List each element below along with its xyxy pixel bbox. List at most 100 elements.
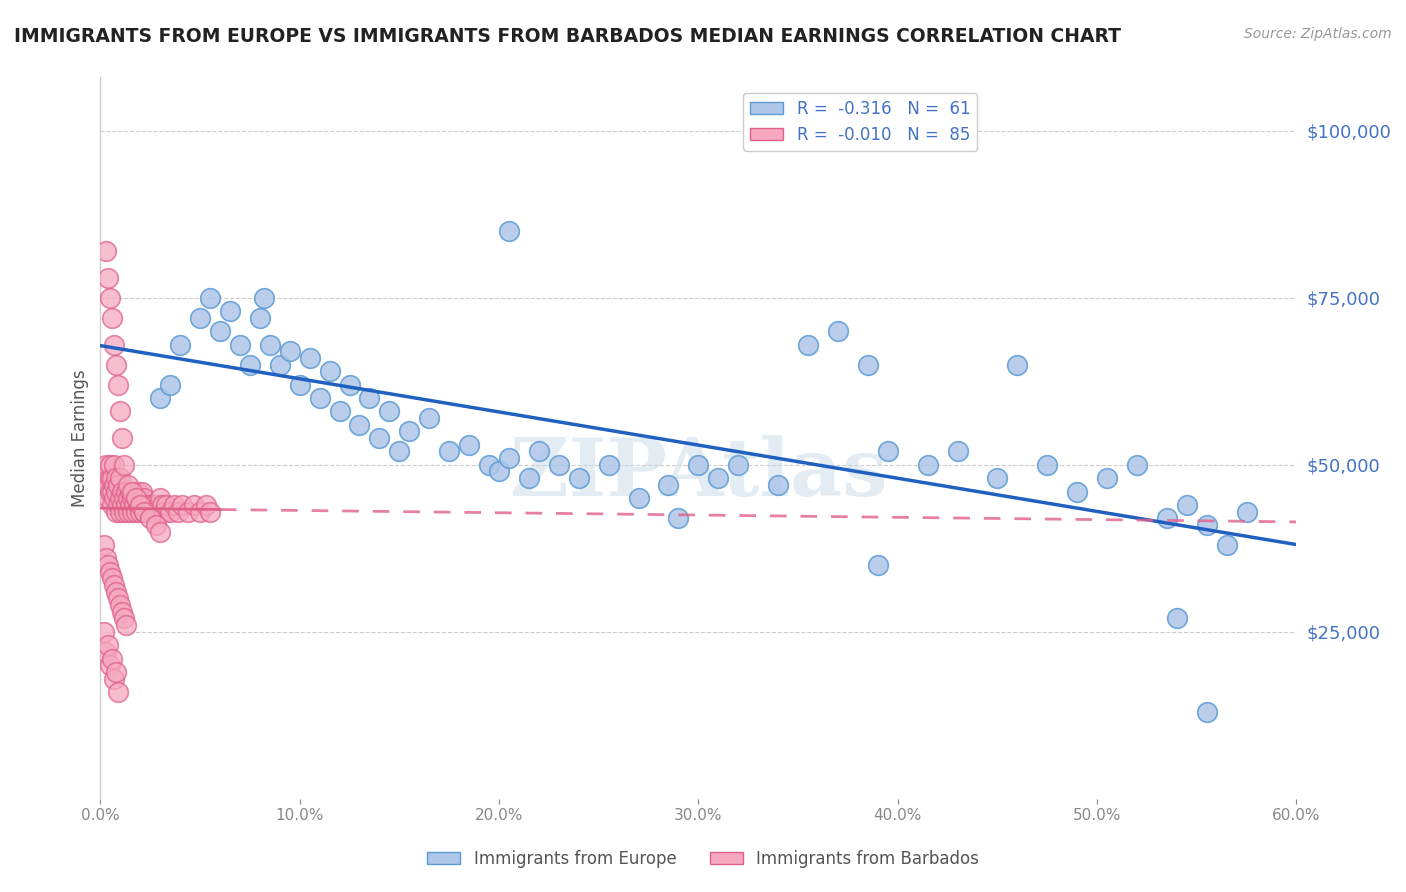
Point [208, 324, 231, 338]
Point [111, 431, 134, 445]
Legend: R =  -0.316   N =  61, R =  -0.010   N =  85: R = -0.316 N = 61, R = -0.010 N = 85 [744, 93, 977, 151]
Point [668, 511, 690, 525]
Point [103, 458, 125, 472]
Point [1175, 498, 1198, 512]
Point [198, 291, 221, 305]
Point [117, 491, 139, 506]
Point [105, 358, 128, 372]
Point [517, 471, 540, 485]
Point [107, 591, 129, 606]
Point [112, 458, 135, 472]
Point [96, 458, 118, 472]
Y-axis label: Median Earnings: Median Earnings [72, 369, 89, 507]
Point [97, 558, 120, 572]
Point [198, 505, 221, 519]
Point [1126, 458, 1149, 472]
Point [437, 444, 460, 458]
Point [93, 478, 115, 492]
Point [195, 498, 218, 512]
Point [117, 505, 139, 519]
Point [134, 505, 156, 519]
Point [149, 391, 172, 405]
Point [917, 458, 939, 472]
Point [121, 491, 143, 506]
Point [103, 337, 125, 351]
Point [98, 291, 121, 305]
Point [101, 484, 124, 499]
Point [143, 498, 166, 512]
Point [766, 478, 789, 492]
Point [253, 291, 276, 305]
Point [866, 558, 889, 572]
Point [458, 438, 481, 452]
Point [172, 498, 194, 512]
Point [177, 505, 200, 519]
Point [159, 505, 181, 519]
Point [155, 498, 177, 512]
Point [568, 471, 591, 485]
Point [103, 672, 125, 686]
Point [527, 444, 550, 458]
Point [98, 458, 121, 472]
Text: IMMIGRANTS FROM EUROPE VS IMMIGRANTS FROM BARBADOS MEDIAN EARNINGS CORRELATION C: IMMIGRANTS FROM EUROPE VS IMMIGRANTS FRO… [14, 27, 1121, 45]
Point [117, 478, 139, 492]
Point [115, 498, 138, 512]
Point [121, 484, 143, 499]
Point [107, 685, 129, 699]
Point [131, 484, 153, 499]
Point [368, 431, 391, 445]
Point [1195, 517, 1218, 532]
Point [101, 571, 124, 585]
Point [103, 578, 125, 592]
Point [120, 498, 142, 512]
Point [308, 391, 330, 405]
Point [97, 270, 120, 285]
Point [134, 491, 156, 506]
Point [101, 310, 124, 325]
Point [153, 505, 176, 519]
Text: Source: ZipAtlas.com: Source: ZipAtlas.com [1244, 27, 1392, 41]
Point [339, 377, 361, 392]
Point [183, 498, 205, 512]
Point [105, 484, 128, 499]
Point [115, 618, 138, 632]
Point [129, 498, 152, 512]
Point [288, 377, 311, 392]
Point [876, 444, 898, 458]
Point [149, 491, 172, 506]
Point [149, 524, 172, 539]
Point [131, 498, 153, 512]
Point [93, 624, 115, 639]
Point [1066, 484, 1088, 499]
Point [96, 471, 118, 485]
Point [219, 304, 242, 318]
Point [149, 505, 172, 519]
Point [103, 478, 125, 492]
Point [97, 491, 120, 506]
Point [112, 505, 135, 519]
Point [1036, 458, 1059, 472]
Point [146, 498, 169, 512]
Point [259, 337, 281, 351]
Point [139, 511, 162, 525]
Point [688, 458, 710, 472]
Point [97, 478, 120, 492]
Point [1156, 511, 1178, 525]
Point [856, 358, 879, 372]
Point [239, 358, 262, 372]
Point [110, 491, 132, 506]
Point [547, 458, 569, 472]
Point [134, 505, 156, 519]
Point [127, 484, 149, 499]
Point [707, 471, 730, 485]
Point [101, 651, 124, 665]
Point [298, 351, 321, 365]
Point [112, 491, 135, 506]
Point [488, 465, 510, 479]
Point [98, 471, 121, 485]
Point [478, 458, 501, 472]
Point [1007, 358, 1029, 372]
Point [115, 484, 138, 499]
Point [110, 505, 132, 519]
Point [1095, 471, 1118, 485]
